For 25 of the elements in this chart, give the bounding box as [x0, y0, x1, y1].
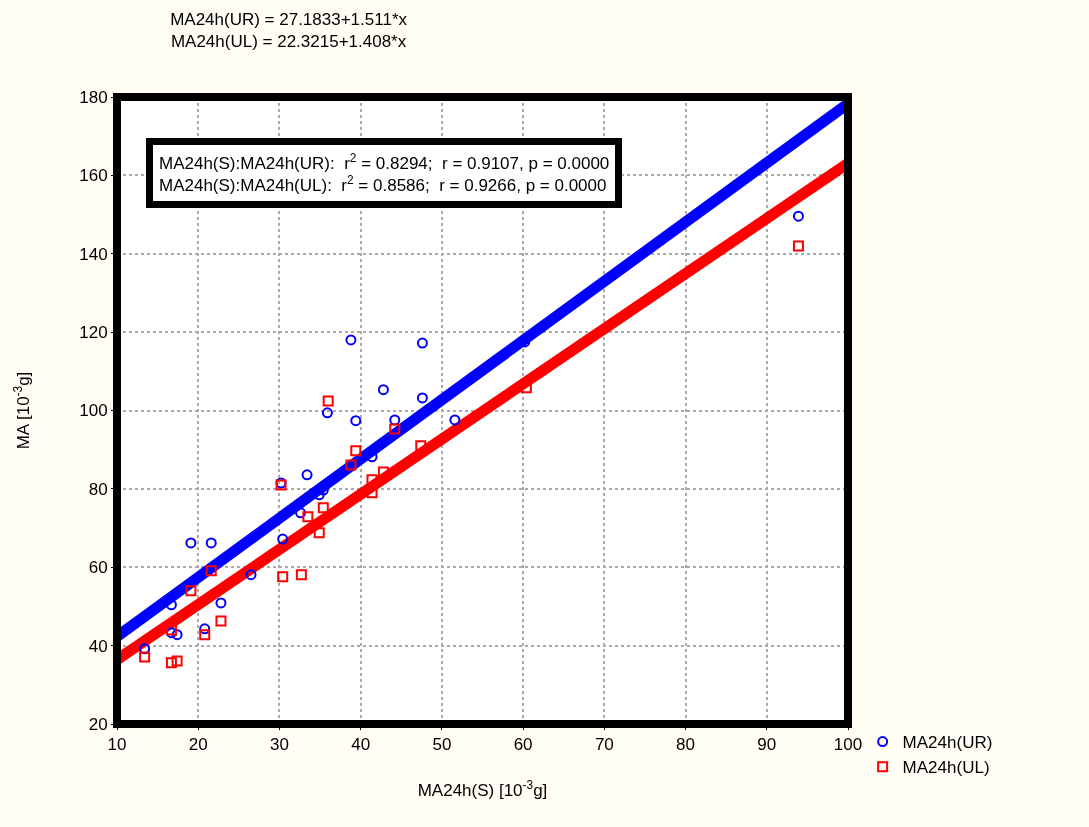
y-tick-label: 180 — [79, 87, 108, 107]
y-tick-label: 20 — [88, 714, 108, 734]
x-tick-label: 90 — [757, 735, 777, 755]
legend-label: MA24h(UR) — [902, 733, 993, 753]
x-tick-label: 40 — [351, 735, 371, 755]
y-tick-label: 40 — [88, 636, 108, 656]
x-tick-label: 100 — [833, 735, 863, 755]
annotation: MA24h(S):MA24h(UR): r$^{2}$ = 0.8294; r = 0.9107, p = 0.0000 MA24h(S):MA24h(UL): r$^{2}$ = 0.8586; r = 0.9266, p = 0.0000 — [159, 151, 610, 196]
x-tick-label: 70 — [594, 735, 614, 755]
y-tick-label: 60 — [88, 558, 108, 578]
x-tick-label: 10 — [107, 735, 127, 755]
legend-label: MA24h(UL) — [902, 758, 990, 778]
y-tick-label: 100 — [79, 401, 108, 421]
chart-title: MA24h(UR) = 27.1833+1.511*x — [170, 9, 408, 29]
x-tick-label: 30 — [269, 735, 289, 755]
x-tick-label: 20 — [188, 735, 208, 755]
x-axis-title: MA24h(S) [10$^{-3}$g] — [417, 777, 548, 800]
x-tick-label: 60 — [513, 735, 533, 755]
y-tick-label: 80 — [88, 479, 108, 499]
y-tick-label: 140 — [79, 244, 108, 264]
chart-subtitle: MA24h(UL) = 22.3215+1.408*x — [170, 31, 407, 51]
x-tick-label: 50 — [432, 735, 452, 755]
y-tick-label: 160 — [79, 166, 108, 186]
y-tick-label: 120 — [79, 323, 108, 343]
x-tick-label: 80 — [676, 735, 696, 755]
